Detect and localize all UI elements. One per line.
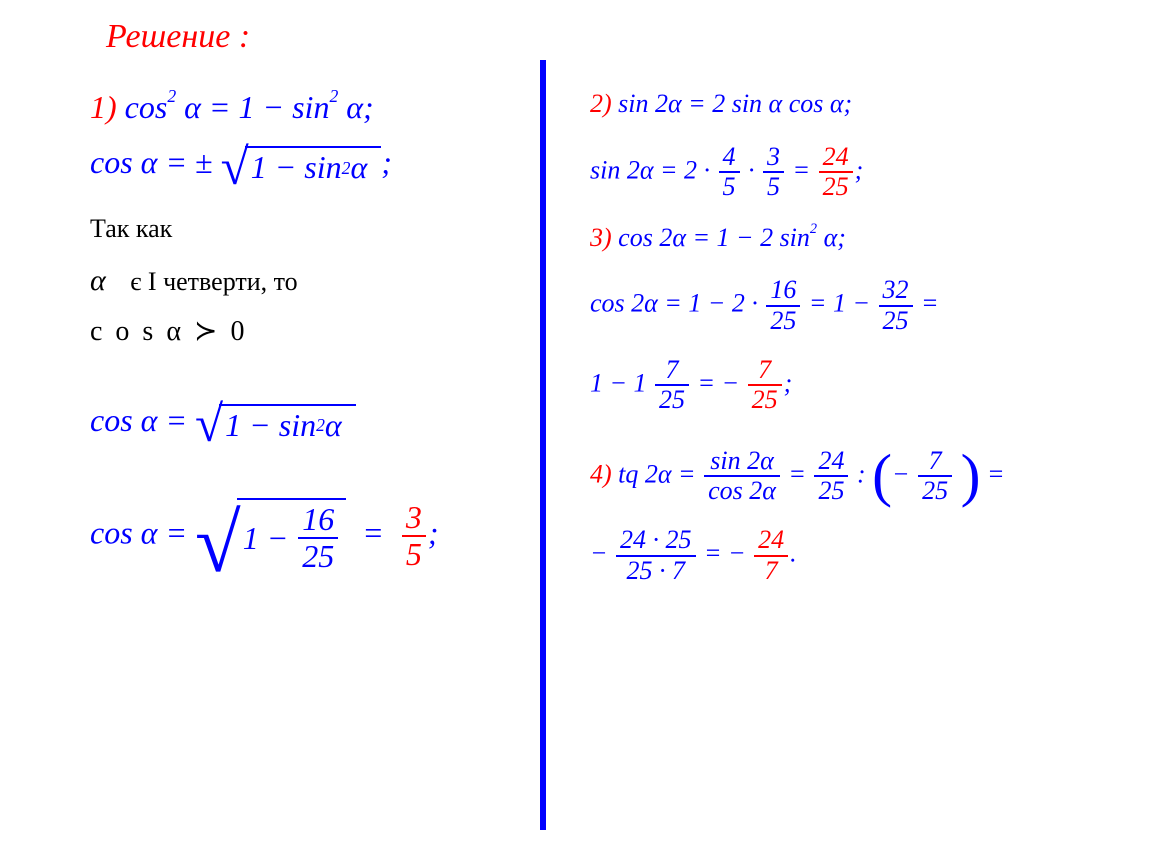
column-divider [540, 60, 546, 830]
text-quadrant: α є I четверти, то [90, 264, 500, 297]
eq-r5: 1 − 1 725 = − 725 ; [590, 356, 1110, 415]
eq-3: c o s α ≻ 0 [90, 317, 500, 348]
text-since: Так как [90, 215, 500, 244]
eq-5: cos α = √ 1 − 1625 = 35 ; [90, 498, 500, 574]
eq-r1: 2) sin 2α = 2 sin α cos α; [590, 90, 1110, 119]
left-paren-icon: ( [872, 452, 892, 500]
step-3-label: 3) [590, 223, 612, 252]
eq-r4: cos 2α = 1 − 2 · 1625 = 1 − 3225 = [590, 276, 1110, 335]
sqrt-icon: √ 1 − 1625 [195, 498, 346, 574]
eq-r3: 3) cos 2α = 1 − 2 sin2 α; [590, 224, 1110, 253]
step-4-label: 4) [590, 459, 612, 488]
sqrt-icon: √ 1 − sin2 α [221, 146, 382, 185]
right-column: 2) sin 2α = 2 sin α cos α; sin 2α = 2 · … [590, 90, 1110, 605]
left-column: 1) cos2 α = 1 − sin2 α; cos α = ± √ 1 − … [90, 90, 500, 594]
eq-1: 1) cos2 α = 1 − sin2 α; [90, 90, 500, 125]
result-neg-24-7: 247 [754, 526, 788, 585]
sqrt-icon: √ 1 − sin2 α [195, 404, 356, 443]
eq-r2: sin 2α = 2 · 45 · 35 = 2425 ; [590, 143, 1110, 202]
result-neg-7-25: 725 [748, 356, 782, 415]
eq-r6: 4) tq 2α = sin 2αcos 2α = 2425 : (− 725 … [590, 447, 1110, 506]
step-1-label: 1) [90, 89, 117, 125]
eq-4: cos α = √ 1 − sin2 α [90, 403, 500, 443]
result-3-5: 35 [402, 500, 426, 572]
page-title: Решение : [106, 18, 250, 56]
step-2-label: 2) [590, 89, 612, 118]
result-24-25: 2425 [819, 143, 853, 202]
eq-2: cos α = ± √ 1 − sin2 α ; [90, 145, 500, 185]
eq-r7: − 24 · 2525 · 7 = − 247 . [590, 526, 1110, 585]
right-paren-icon: ) [961, 452, 981, 500]
